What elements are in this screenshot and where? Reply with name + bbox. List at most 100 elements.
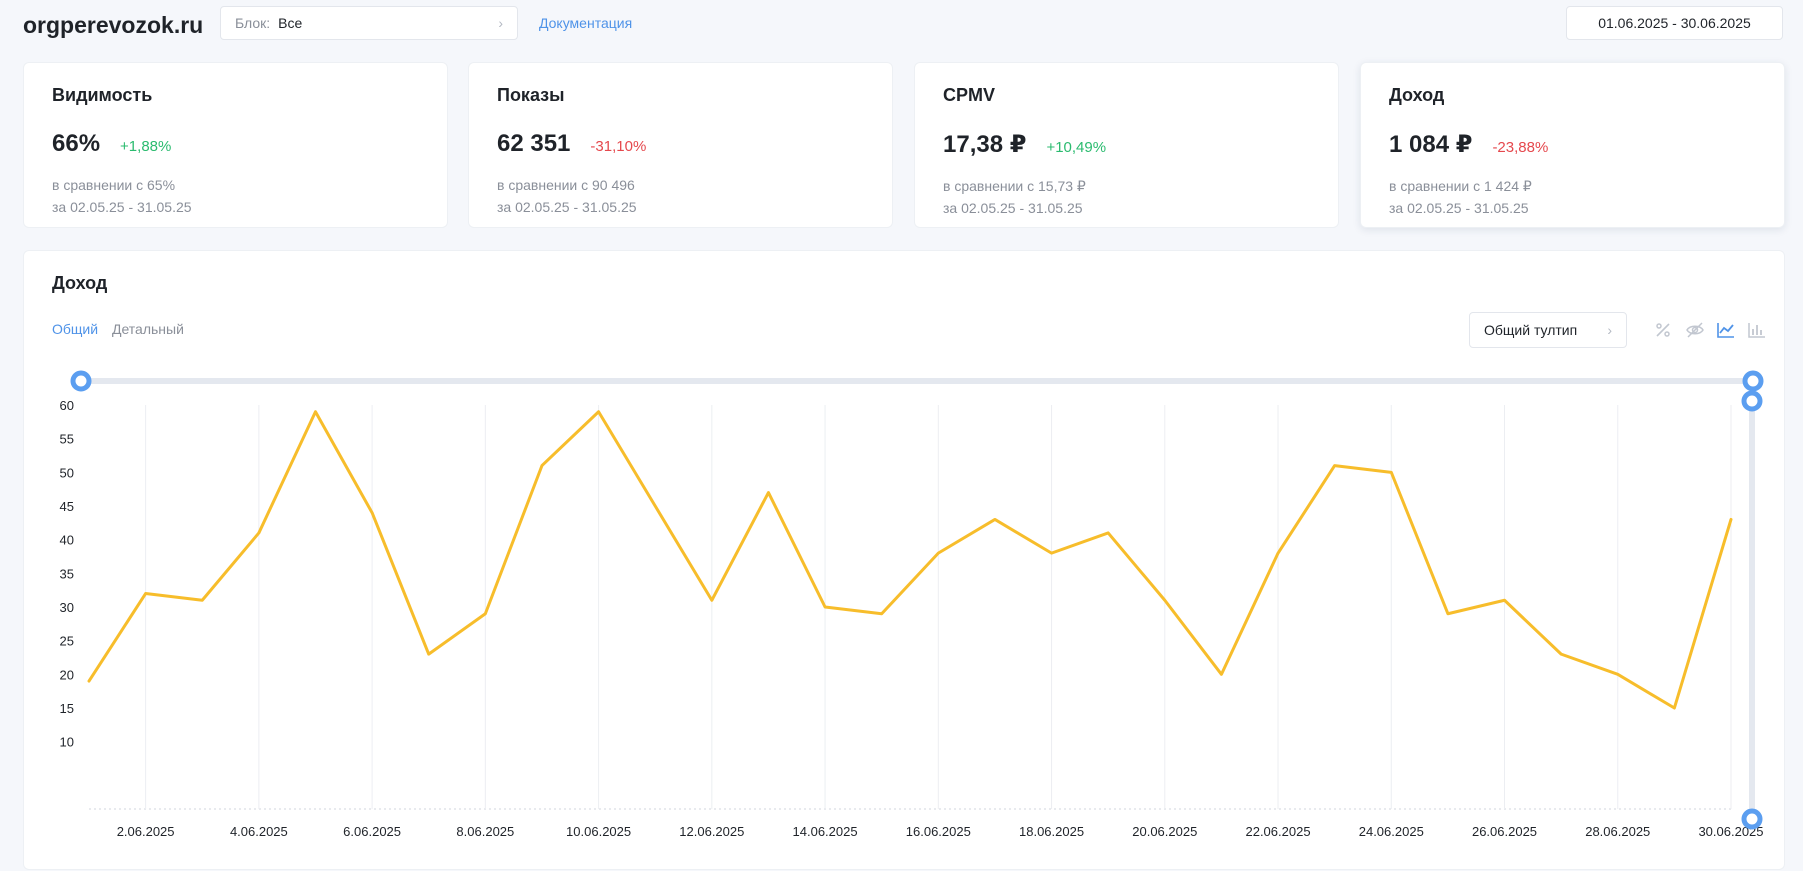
percent-icon[interactable] <box>1651 318 1675 342</box>
metric-card-cpmv[interactable]: CPMV 17,38 ₽ +10,49% в сравнении с 15,73… <box>914 62 1339 228</box>
series-line[interactable] <box>87 410 1733 710</box>
x-tick-label: 6.06.2025 <box>343 824 401 839</box>
data-point[interactable] <box>989 513 1001 525</box>
data-point[interactable] <box>1555 648 1567 660</box>
card-title: Доход <box>1389 85 1445 105</box>
y-range-handle-top[interactable] <box>1741 390 1763 412</box>
card-value: 17,38 ₽ <box>943 131 1027 158</box>
metric-card-visibility[interactable]: Видимость 66% +1,88% в сравнении с 65% з… <box>23 62 448 228</box>
y-tick-label: 50 <box>60 465 74 480</box>
data-point[interactable] <box>309 406 321 418</box>
card-period: за 02.05.25 - 31.05.25 <box>497 199 637 215</box>
x-tick-label: 24.06.2025 <box>1359 824 1424 839</box>
y-tick-label: 25 <box>60 634 74 649</box>
data-point[interactable] <box>366 507 378 519</box>
data-point[interactable] <box>932 547 944 559</box>
documentation-link[interactable]: Документация <box>539 15 633 31</box>
card-value: 1 084 ₽ <box>1389 131 1473 158</box>
x-tick-label: 18.06.2025 <box>1019 824 1084 839</box>
data-point[interactable] <box>479 608 491 620</box>
metric-card-impressions[interactable]: Показы 62 351 -31,10% в сравнении с 90 4… <box>468 62 893 228</box>
tab-detailed[interactable]: Детальный <box>111 321 184 337</box>
bar-chart-icon[interactable] <box>1745 318 1769 342</box>
eye-off-icon[interactable] <box>1683 318 1707 342</box>
income-chart-panel: Доход Общий Детальный Общий тултип › <box>23 250 1785 870</box>
site-logo[interactable]: orgperevozok.ru <box>23 12 204 38</box>
card-title: CPMV <box>943 85 996 105</box>
x-range-handle-end[interactable] <box>1742 370 1764 392</box>
panel-title: Доход <box>52 273 108 293</box>
y-tick-label: 20 <box>60 667 74 682</box>
card-period: за 02.05.25 - 31.05.25 <box>52 199 192 215</box>
data-point[interactable] <box>1725 513 1737 525</box>
x-tick-label: 20.06.2025 <box>1132 824 1197 839</box>
data-point[interactable] <box>423 648 435 660</box>
metric-cards: Видимость 66% +1,88% в сравнении с 65% з… <box>23 62 1785 228</box>
metric-card-income[interactable]: Доход 1 084 ₽ -23,88% в сравнении с 1 42… <box>1360 62 1785 228</box>
data-point[interactable] <box>1272 547 1284 559</box>
block-select-value: Все <box>278 15 303 31</box>
data-point[interactable] <box>1046 547 1058 559</box>
data-point[interactable] <box>1499 594 1511 606</box>
data-point[interactable] <box>1329 460 1341 472</box>
y-range-slider-track[interactable] <box>1749 401 1755 819</box>
card-value: 66% <box>52 130 101 157</box>
data-point[interactable] <box>83 675 95 687</box>
data-point[interactable] <box>1215 668 1227 680</box>
x-tick-label: 8.06.2025 <box>456 824 514 839</box>
x-range-handle-start[interactable] <box>70 370 92 392</box>
top-bar: orgperevozok.ru Блок: Все › Документация… <box>0 0 1803 48</box>
card-delta: +1,88% <box>120 138 172 155</box>
data-point[interactable] <box>706 594 718 606</box>
chevron-right-icon: › <box>1607 322 1612 338</box>
date-range-picker[interactable]: 01.06.2025 - 30.06.2025 <box>1566 6 1783 40</box>
card-title: Видимость <box>52 85 153 105</box>
card-period: за 02.05.25 - 31.05.25 <box>1389 200 1529 216</box>
x-tick-label: 26.06.2025 <box>1472 824 1537 839</box>
data-point[interactable] <box>593 406 605 418</box>
tooltip-mode-select[interactable]: Общий тултип › <box>1469 312 1627 348</box>
card-delta: -31,10% <box>590 138 647 155</box>
data-point[interactable] <box>536 460 548 472</box>
x-tick-label: 12.06.2025 <box>679 824 744 839</box>
x-tick-label: 2.06.2025 <box>117 824 175 839</box>
data-point[interactable] <box>819 601 831 613</box>
data-point[interactable] <box>762 487 774 499</box>
y-range-handle-bottom[interactable] <box>1741 808 1763 830</box>
card-compare: в сравнении с 65% <box>52 177 176 193</box>
data-point[interactable] <box>876 608 888 620</box>
card-period: за 02.05.25 - 31.05.25 <box>943 200 1083 216</box>
block-select[interactable]: Блок: Все › <box>220 6 518 40</box>
data-point[interactable] <box>196 594 208 606</box>
y-tick-label: 30 <box>60 600 74 615</box>
tab-general[interactable]: Общий <box>52 321 99 337</box>
y-tick-label: 35 <box>60 566 74 581</box>
data-point[interactable] <box>1385 466 1397 478</box>
income-line-chart: 60 55 50 45 40 35 30 25 20 15 10 2.06.2025 4.06.202… <box>60 370 1764 839</box>
data-point[interactable] <box>1102 527 1114 539</box>
data-point[interactable] <box>1159 594 1171 606</box>
x-range-slider-track[interactable] <box>81 378 1753 384</box>
x-tick-label: 4.06.2025 <box>230 824 288 839</box>
y-tick-label: 45 <box>60 499 74 514</box>
x-tick-label: 10.06.2025 <box>566 824 631 839</box>
data-point[interactable] <box>140 588 152 600</box>
y-tick-label: 10 <box>60 735 74 750</box>
data-point[interactable] <box>1612 668 1624 680</box>
block-select-label: Блок: <box>235 15 271 31</box>
y-tick-label: 55 <box>60 432 74 447</box>
line-chart-icon[interactable] <box>1714 318 1738 342</box>
chevron-right-icon: › <box>498 15 503 31</box>
y-tick-label: 15 <box>60 701 74 716</box>
data-point[interactable] <box>253 527 265 539</box>
y-tick-label: 60 <box>60 398 74 413</box>
x-tick-label: 22.06.2025 <box>1245 824 1310 839</box>
card-delta: -23,88% <box>1492 139 1549 156</box>
data-point[interactable] <box>1442 608 1454 620</box>
data-point[interactable] <box>1668 702 1680 714</box>
card-title: Показы <box>497 85 565 105</box>
data-point[interactable] <box>649 500 661 512</box>
x-tick-label: 14.06.2025 <box>793 824 858 839</box>
card-compare: в сравнении с 1 424 ₽ <box>1389 178 1532 194</box>
card-compare: в сравнении с 15,73 ₽ <box>943 178 1086 194</box>
